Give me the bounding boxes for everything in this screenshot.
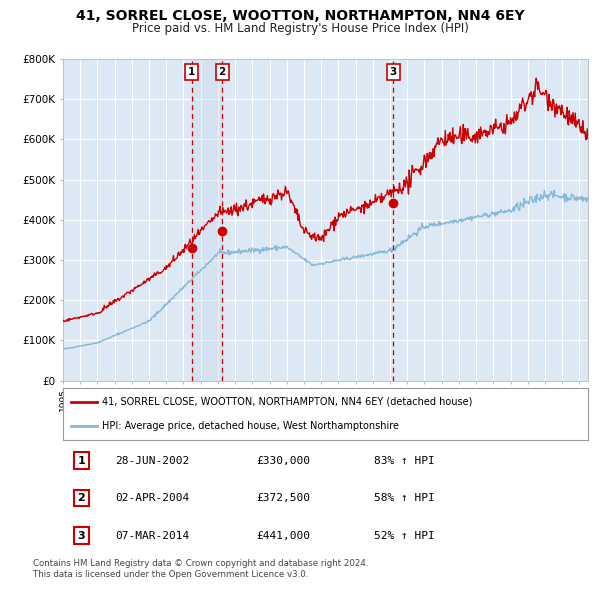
Text: HPI: Average price, detached house, West Northamptonshire: HPI: Average price, detached house, West… — [103, 421, 400, 431]
Text: 83% ↑ HPI: 83% ↑ HPI — [374, 456, 434, 466]
Text: Price paid vs. HM Land Registry's House Price Index (HPI): Price paid vs. HM Land Registry's House … — [131, 22, 469, 35]
Text: 58% ↑ HPI: 58% ↑ HPI — [374, 493, 434, 503]
Text: 07-MAR-2014: 07-MAR-2014 — [115, 531, 190, 540]
Text: 1: 1 — [77, 456, 85, 466]
Text: 28-JUN-2002: 28-JUN-2002 — [115, 456, 190, 466]
Text: 41, SORREL CLOSE, WOOTTON, NORTHAMPTON, NN4 6EY: 41, SORREL CLOSE, WOOTTON, NORTHAMPTON, … — [76, 9, 524, 23]
Text: 2: 2 — [77, 493, 85, 503]
Text: 2: 2 — [218, 67, 226, 77]
Text: Contains HM Land Registry data © Crown copyright and database right 2024.
This d: Contains HM Land Registry data © Crown c… — [33, 559, 368, 579]
Text: 3: 3 — [389, 67, 397, 77]
Text: 3: 3 — [77, 531, 85, 540]
Text: 1: 1 — [188, 67, 196, 77]
Text: 02-APR-2004: 02-APR-2004 — [115, 493, 190, 503]
Text: 41, SORREL CLOSE, WOOTTON, NORTHAMPTON, NN4 6EY (detached house): 41, SORREL CLOSE, WOOTTON, NORTHAMPTON, … — [103, 396, 473, 407]
Text: £372,500: £372,500 — [257, 493, 311, 503]
Text: 52% ↑ HPI: 52% ↑ HPI — [374, 531, 434, 540]
Bar — [192, 59, 222, 381]
Text: £330,000: £330,000 — [257, 456, 311, 466]
Text: £441,000: £441,000 — [257, 531, 311, 540]
